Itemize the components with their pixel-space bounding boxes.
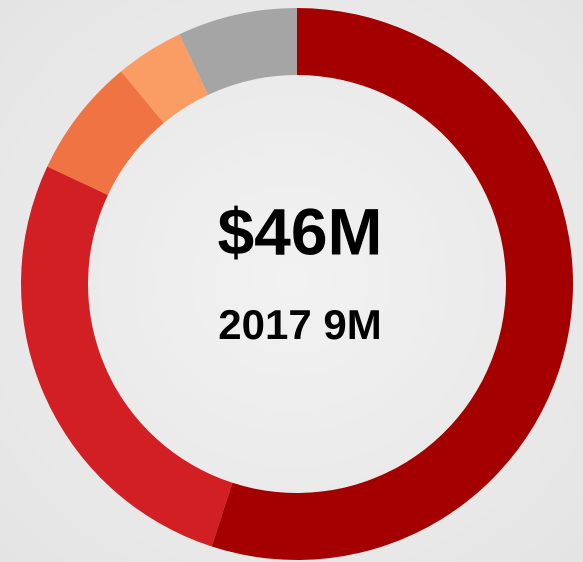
- donut-slice: [179, 8, 297, 95]
- center-value: $46M: [217, 194, 382, 268]
- donut-slice: [20, 166, 233, 547]
- donut-slice: [211, 8, 574, 560]
- donut: [20, 8, 574, 560]
- center-period: 2017 9M: [218, 301, 381, 348]
- donut-slice: [121, 34, 209, 123]
- donut-slice: [47, 71, 164, 196]
